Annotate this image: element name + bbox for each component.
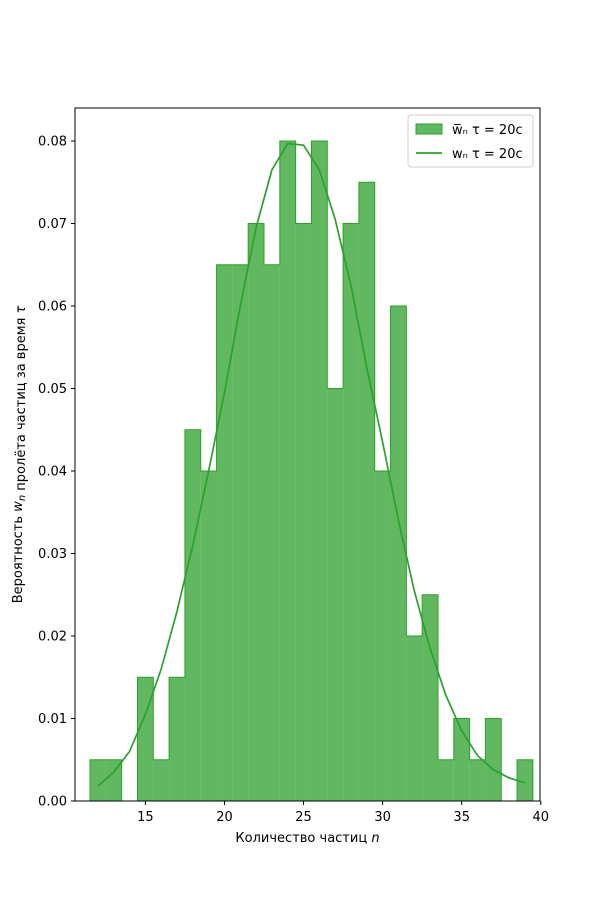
- histogram-bar: [406, 636, 423, 801]
- legend: w̅ₙ τ = 20c wₙ τ = 20c: [407, 114, 534, 168]
- y-tick-label: 0.06: [38, 300, 67, 315]
- histogram-bar: [453, 718, 470, 801]
- x-tick-label: 30: [374, 810, 391, 825]
- histogram-bar: [422, 594, 438, 801]
- y-axis-label: Вероятность wn пролёта частиц за время τ: [11, 306, 29, 604]
- theory-line: [97, 142, 526, 787]
- histogram-bar: [232, 264, 249, 801]
- histogram-bar: [90, 759, 106, 801]
- x-tick-label: 20: [216, 810, 233, 825]
- y-tick-label: 0.05: [38, 382, 67, 397]
- histogram-bar: [390, 306, 407, 801]
- x-tick-label: 15: [137, 810, 154, 825]
- x-tick-label: 40: [533, 810, 550, 825]
- legend-histogram-swatch: [415, 123, 443, 135]
- histogram-bar: [216, 264, 233, 801]
- histogram-bar: [248, 223, 265, 801]
- plot-area: [89, 140, 534, 801]
- y-tick-label: 0.03: [38, 547, 67, 562]
- histogram-outline: [89, 140, 534, 801]
- histogram-bar: [279, 141, 296, 801]
- histogram-bar: [184, 429, 201, 801]
- histogram-bar: [137, 677, 154, 801]
- y-tick-label: 0.04: [38, 465, 67, 480]
- histogram-bar: [295, 223, 312, 801]
- histogram-bar: [374, 471, 391, 801]
- histogram-bar: [343, 223, 359, 801]
- histogram-bar: [264, 264, 280, 801]
- x-axis-label: Количество частиц n: [235, 831, 379, 846]
- y-tick-label: 0.01: [38, 712, 67, 727]
- x-axis: 15 20 25 30 35 40: [137, 801, 549, 825]
- histogram-bar: [485, 718, 502, 801]
- legend-histogram-label: w̅ₙ τ = 20c: [452, 123, 523, 138]
- histogram-bar: [169, 677, 185, 801]
- y-axis: 0.00 0.01 0.02 0.03 0.04 0.05 0.06 0.07 0.08: [38, 135, 75, 810]
- histogram-bar: [358, 182, 375, 801]
- axes-frame: [74, 107, 541, 802]
- y-tick-label: 0.02: [38, 630, 67, 645]
- histogram-series: [89, 140, 534, 801]
- x-tick-label: 35: [453, 810, 470, 825]
- histogram-bar: [437, 759, 454, 801]
- histogram-bar: [517, 759, 533, 801]
- legend-line-label: wₙ τ = 20c: [452, 147, 523, 162]
- histogram-bar: [153, 759, 170, 801]
- histogram-bar: [200, 471, 217, 801]
- x-tick-label: 25: [295, 810, 312, 825]
- histogram-bar: [105, 759, 122, 801]
- y-tick-label: 0.08: [38, 135, 67, 150]
- y-tick-label: 0.07: [38, 217, 67, 232]
- histogram-bar: [327, 388, 344, 801]
- histogram-bar: [469, 759, 486, 801]
- histogram-bar: [311, 141, 328, 801]
- y-tick-label: 0.00: [38, 795, 67, 810]
